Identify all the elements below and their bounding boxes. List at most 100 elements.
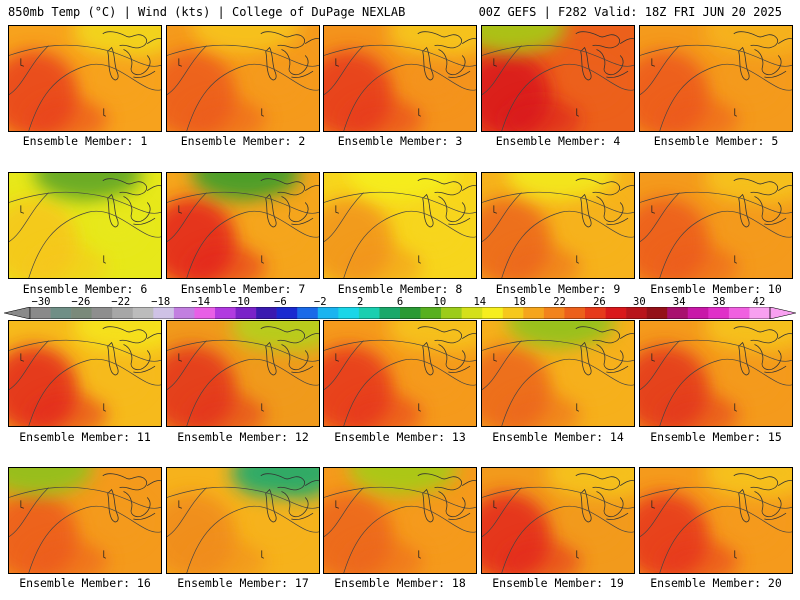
- colorbar-swatch: [132, 307, 154, 319]
- ensemble-member-map: [8, 320, 162, 427]
- colorbar-swatch: [605, 307, 627, 319]
- ensemble-member-label: Ensemble Member: 15: [650, 430, 782, 444]
- colorbar-tick-label: −2: [313, 296, 327, 308]
- colorbar-tick-label: 30: [633, 296, 646, 308]
- colorbar-swatch: [215, 307, 236, 319]
- colorbar-tick-label: 10: [433, 296, 447, 308]
- colorbar-swatch: [564, 307, 586, 319]
- ensemble-member-label: Ensemble Member: 19: [492, 576, 624, 590]
- colorbar-swatch: [461, 307, 483, 319]
- colorbar-tick-label: −14: [191, 296, 211, 308]
- ensemble-member-map: [8, 467, 162, 574]
- colorbar-tick-label: 34: [672, 296, 686, 308]
- ensemble-member-label: Ensemble Member: 16: [19, 576, 151, 590]
- colorbar-swatch: [358, 307, 380, 319]
- colorbar-tick-label: 18: [513, 296, 526, 308]
- ensemble-member-label: Ensemble Member: 20: [650, 576, 782, 590]
- colorbar-swatch: [543, 307, 565, 319]
- colorbar-swatch: [297, 307, 319, 319]
- colorbar-swatch: [173, 307, 195, 319]
- ensemble-member-label: Ensemble Member: 1: [22, 134, 148, 148]
- ensemble-member-label: Ensemble Member: 8: [337, 282, 463, 296]
- colorbar-swatch: [626, 307, 647, 319]
- colorbar-swatch: [728, 307, 750, 319]
- colorbar-swatch: [523, 307, 545, 319]
- colorbar-swatch: [379, 307, 401, 319]
- ensemble-member-label: Ensemble Member: 5: [653, 134, 779, 148]
- ensemble-member-map: [166, 172, 320, 279]
- ensemble-member-map: [639, 467, 793, 574]
- colorbar-swatch: [749, 307, 771, 319]
- colorbar-tick-label: −10: [230, 296, 250, 308]
- ensemble-member-label: Ensemble Member: 18: [334, 576, 466, 590]
- ensemble-member-map: [481, 25, 635, 132]
- ensemble-member-map: [639, 320, 793, 427]
- colorbar-swatch: [194, 307, 216, 319]
- ensemble-member-label: Ensemble Member: 9: [495, 282, 621, 296]
- colorbar-tick-label: −22: [111, 296, 131, 308]
- colorbar-swatch: [502, 307, 524, 319]
- ensemble-member-map: [166, 25, 320, 132]
- ensemble-member-label: Ensemble Member: 4: [495, 134, 621, 148]
- ensemble-member-label: Ensemble Member: 3: [337, 134, 463, 148]
- colorbar-swatch: [420, 307, 442, 319]
- colorbar-tick-label: −26: [71, 296, 91, 308]
- colorbar-min-arrow: [4, 307, 31, 319]
- colorbar-swatch: [153, 307, 175, 319]
- colorbar-swatch: [708, 307, 730, 319]
- colorbar-swatch: [256, 307, 277, 319]
- colorbar-tick-label: −6: [274, 296, 287, 308]
- ensemble-member-label: Ensemble Member: 14: [492, 430, 624, 444]
- colorbar-tick-label: 42: [752, 296, 766, 308]
- colorbar-swatch: [338, 307, 360, 319]
- colorbar-tick-label: 14: [473, 296, 487, 308]
- ensemble-member-label: Ensemble Member: 2: [180, 134, 306, 148]
- ensemble-member-map: [639, 172, 793, 279]
- ensemble-member-label: Ensemble Member: 13: [334, 430, 466, 444]
- ensemble-member-map: [323, 320, 477, 427]
- ensemble-member-map: [8, 172, 162, 279]
- colorbar-swatch: [276, 307, 298, 319]
- colorbar-swatch: [667, 307, 689, 319]
- colorbar-swatch: [482, 307, 504, 319]
- colorbar-swatch: [235, 307, 257, 319]
- colorbar-swatch: [317, 307, 339, 319]
- ensemble-member-label: Ensemble Member: 6: [22, 282, 148, 296]
- colorbar-swatch: [400, 307, 421, 319]
- colorbar-swatch: [91, 307, 113, 319]
- colorbar-tick-label: −18: [151, 296, 171, 308]
- colorbar-tick-label: 2: [356, 296, 364, 308]
- ensemble-member-map: [166, 320, 320, 427]
- ensemble-member-label: Ensemble Member: 17: [177, 576, 309, 590]
- ensemble-member-map: [481, 467, 635, 574]
- colorbar-swatch: [441, 307, 462, 319]
- colorbar-tick-label: 22: [553, 296, 566, 308]
- colorbar-tick-label: 38: [712, 296, 726, 308]
- colorbar-swatch: [50, 307, 72, 319]
- ensemble-member-map: [481, 320, 635, 427]
- ensemble-member-map: [323, 25, 477, 132]
- colorbar-tick-label: −30: [31, 296, 51, 308]
- temperature-colorbar: [4, 307, 796, 319]
- ensemble-member-map: [639, 25, 793, 132]
- colorbar-swatch: [646, 307, 668, 319]
- colorbar-swatch: [112, 307, 134, 319]
- ensemble-member-map: [8, 25, 162, 132]
- colorbar-swatch: [71, 307, 92, 319]
- colorbar-swatch: [687, 307, 709, 319]
- map-title: 850mb Temp (°C) | Wind (kts) | College o…: [8, 5, 406, 19]
- ensemble-member-map: [166, 467, 320, 574]
- colorbar-max-arrow: [769, 307, 796, 319]
- colorbar-tick-label: 26: [593, 296, 606, 308]
- colorbar-tick-label: 6: [396, 296, 404, 308]
- run-valid-time: 00Z GEFS | F282 Valid: 18Z FRI JUN 20 20…: [478, 5, 782, 19]
- colorbar-swatch: [585, 307, 606, 319]
- ensemble-member-label: Ensemble Member: 10: [650, 282, 782, 296]
- colorbar-swatch: [30, 307, 51, 319]
- ensemble-member-label: Ensemble Member: 12: [177, 430, 309, 444]
- ensemble-member-map: [481, 172, 635, 279]
- ensemble-member-label: Ensemble Member: 11: [19, 430, 151, 444]
- ensemble-member-map: [323, 172, 477, 279]
- ensemble-member-label: Ensemble Member: 7: [180, 282, 306, 296]
- ensemble-member-map: [323, 467, 477, 574]
